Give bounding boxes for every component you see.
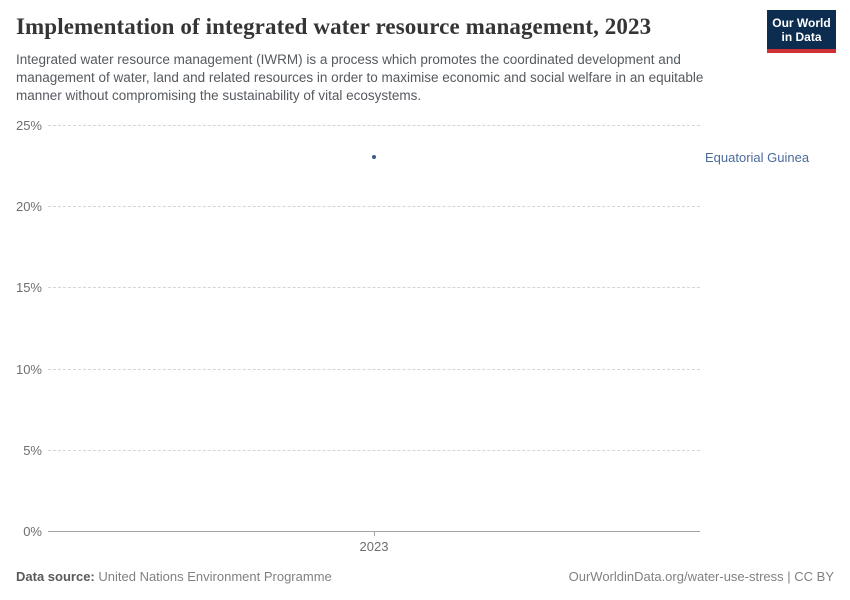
x-tick-label: 2023 (359, 539, 389, 554)
y-tick-label: 10% (15, 361, 42, 377)
x-tick-mark (373, 532, 375, 536)
gridline (48, 368, 700, 370)
y-tick-label: 5% (23, 442, 42, 458)
data-source-label: Data source: (16, 569, 95, 584)
series-label-equatorial-guinea[interactable]: Equatorial Guinea (705, 150, 810, 166)
chart-title: Implementation of integrated water resou… (16, 14, 652, 39)
owid-logo-line1: Our World (772, 16, 831, 30)
owid-logo: Our World in Data (767, 10, 836, 53)
credit-note: OurWorldinData.org/water-use-stress | CC… (568, 569, 834, 584)
gridline (48, 125, 700, 126)
y-tick-label: 15% (15, 280, 42, 296)
owid-logo-line2: in Data (781, 30, 822, 44)
y-tick-label: 25% (15, 118, 42, 133)
x-axis-line (48, 531, 700, 532)
data-source-note: Data source: United Nations Environment … (16, 569, 332, 584)
chart-subtitle: Integrated water resource management (IW… (16, 52, 704, 103)
y-tick-label: 20% (15, 199, 42, 215)
gridline (48, 287, 700, 289)
data-source-value: United Nations Environment Programme (98, 569, 332, 584)
data-point-equatorial-guinea[interactable] (372, 155, 376, 160)
y-tick-label: 0% (23, 524, 42, 539)
gridline (48, 206, 700, 208)
gridline (48, 449, 700, 451)
